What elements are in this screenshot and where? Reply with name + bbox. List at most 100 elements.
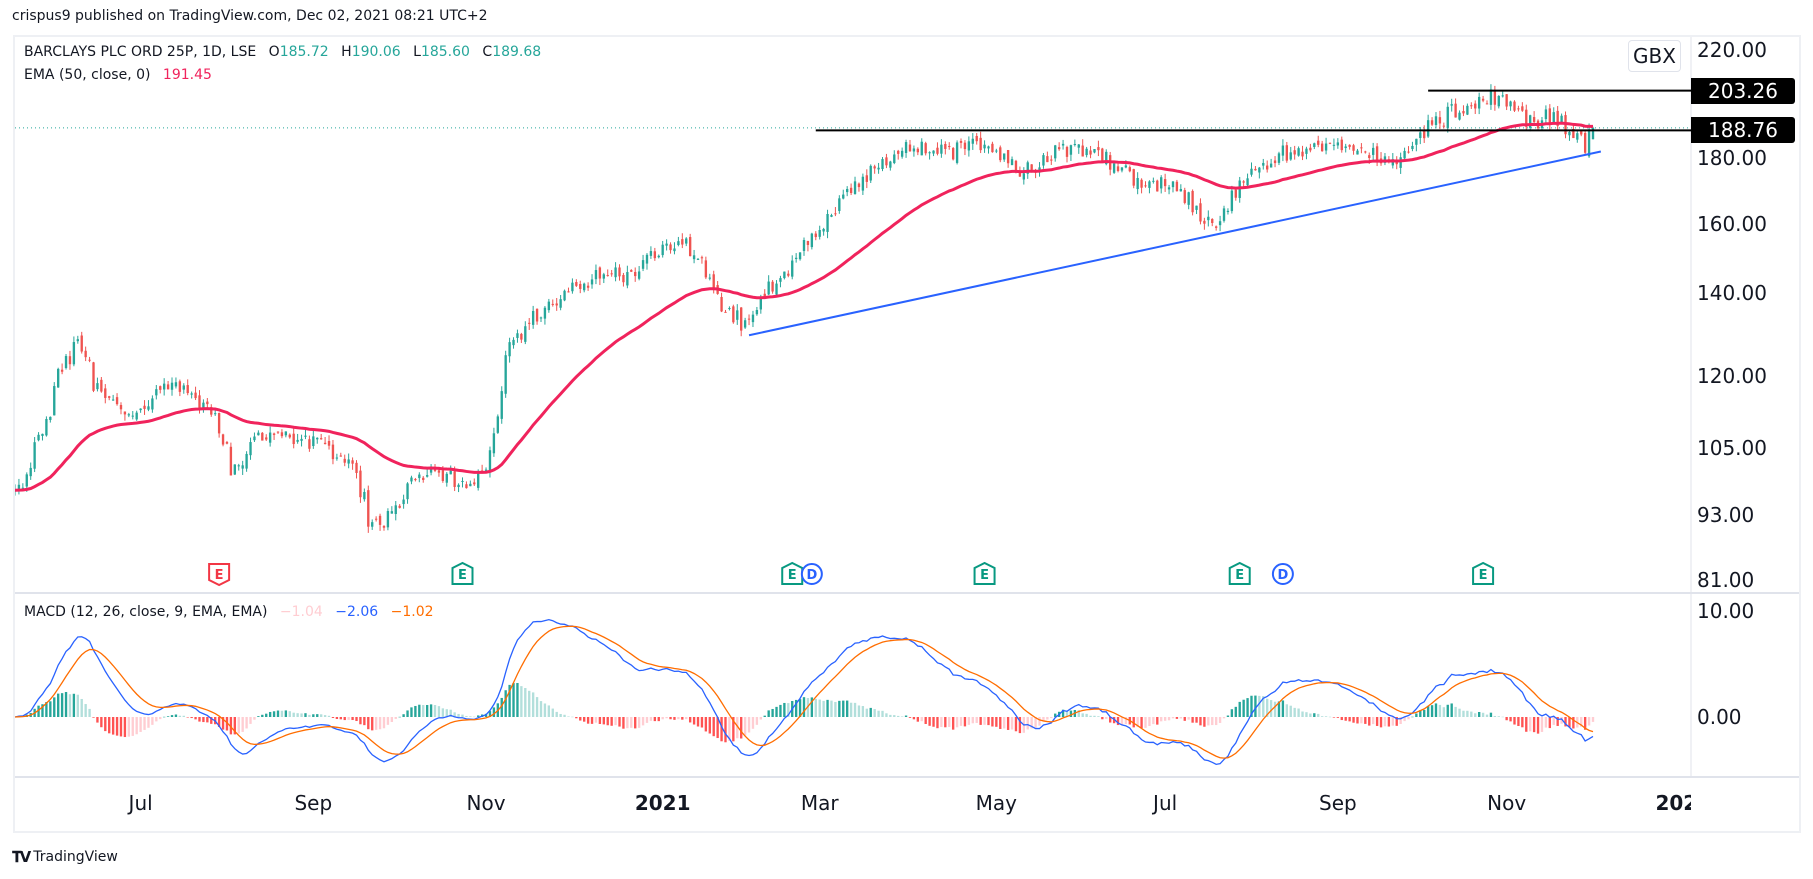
macd-histogram-bar xyxy=(1183,717,1186,721)
candle-body xyxy=(308,439,311,449)
candle-body xyxy=(893,154,896,164)
candle-body xyxy=(414,479,417,481)
macd-histogram-bar xyxy=(802,697,806,717)
earnings-marker[interactable]: E xyxy=(1472,561,1495,585)
time-axis[interactable]: Jul Sep Nov 2021 Mar May Jul Sep Nov 2022 xyxy=(13,777,1691,833)
candle-body xyxy=(869,165,872,181)
footer-brand[interactable]: 𝐓V TradingView xyxy=(12,848,118,866)
candle-body xyxy=(1112,163,1116,173)
macd-histogram-bar xyxy=(1548,717,1551,729)
candle xyxy=(775,280,778,297)
ema-legend[interactable]: EMA (50, close, 0) 191.45 xyxy=(24,67,220,83)
macd-histogram-bar xyxy=(225,717,229,731)
candle xyxy=(339,452,342,457)
time-tick: Jul xyxy=(128,791,153,815)
macd-histogram-bar xyxy=(963,717,967,727)
macd-histogram-bar xyxy=(500,697,503,717)
candle-body xyxy=(1191,190,1194,213)
candle-body xyxy=(1434,116,1438,126)
candle-body xyxy=(857,183,861,188)
candle-body xyxy=(1340,139,1343,151)
ohlc-close: C189.68 xyxy=(482,44,541,60)
candle xyxy=(1348,144,1351,150)
candle-body xyxy=(779,278,782,282)
macd-histogram-bar xyxy=(378,717,382,730)
macd-histogram-bar xyxy=(1246,698,1249,717)
candle xyxy=(257,430,260,436)
candle xyxy=(665,239,668,251)
candle-body xyxy=(374,518,378,520)
macd-histogram-bar xyxy=(202,717,205,723)
macd-histogram-bar xyxy=(1054,713,1057,717)
candle xyxy=(1089,145,1092,159)
candle-body xyxy=(1372,147,1375,155)
macd-histogram-bar xyxy=(253,717,256,720)
currency-badge[interactable]: GBX xyxy=(1628,40,1681,72)
macd-pane[interactable] xyxy=(14,618,1595,766)
symbol-legend[interactable]: BARCLAYS PLC ORD 25P, 1D, LSE O185.72 H1… xyxy=(24,44,549,60)
macd-histogram-bar xyxy=(1207,717,1210,726)
candle-body xyxy=(987,146,990,149)
candle xyxy=(41,433,44,441)
macd-histogram-bar xyxy=(233,717,236,735)
earnings-marker[interactable]: E xyxy=(451,561,474,585)
macd-histogram-bar xyxy=(1085,713,1088,717)
candle xyxy=(1183,187,1186,205)
earnings-marker[interactable]: E xyxy=(781,561,804,585)
macd-histogram-bar xyxy=(751,717,755,729)
earnings-marker[interactable]: E xyxy=(973,561,996,585)
dividend-marker[interactable]: D xyxy=(1271,563,1294,585)
candle xyxy=(1532,111,1536,124)
macd-histogram-bar xyxy=(1156,717,1159,725)
candle-body xyxy=(1580,130,1583,135)
macd-histogram-bar xyxy=(1481,712,1485,717)
candle xyxy=(1163,173,1167,192)
dividend-marker[interactable]: D xyxy=(800,563,823,585)
macd-histogram-bar xyxy=(1536,717,1540,734)
price-pane[interactable] xyxy=(14,84,1691,533)
candle xyxy=(45,416,48,437)
candle xyxy=(1372,142,1375,161)
macd-legend[interactable]: MACD (12, 26, close, 9, EMA, EMA) −1.04 … xyxy=(24,604,442,620)
macd-histogram-bar xyxy=(1583,717,1587,730)
macd-histogram-bar xyxy=(422,705,425,717)
candle xyxy=(1246,173,1249,188)
candle-body xyxy=(402,499,405,505)
low-label: L xyxy=(413,44,421,60)
macd-histogram-bar xyxy=(410,707,413,717)
candle xyxy=(1258,166,1261,179)
candle xyxy=(37,432,40,442)
candle xyxy=(445,472,448,487)
macd-histogram-bar xyxy=(1289,705,1292,717)
macd-histogram-bar xyxy=(736,717,739,739)
candle xyxy=(1328,142,1332,145)
time-tick: Mar xyxy=(800,791,839,815)
macd-histogram-bar xyxy=(1529,717,1532,732)
candle xyxy=(987,145,990,154)
candle-body xyxy=(347,459,350,464)
earnings-marker[interactable]: E xyxy=(1228,561,1251,585)
candle xyxy=(610,269,613,277)
ohlc-open: O185.72 xyxy=(269,44,329,60)
symbol-name: BARCLAYS PLC ORD 25P, 1D, LSE xyxy=(24,44,257,60)
candle-body xyxy=(1560,115,1563,123)
candle xyxy=(916,147,920,156)
candle-body xyxy=(1132,169,1135,186)
macd-histogram-bar xyxy=(1034,717,1037,728)
candle xyxy=(378,513,382,531)
macd-histogram-bar xyxy=(292,712,295,717)
macd-histogram-bar xyxy=(665,717,668,719)
candle-body xyxy=(708,277,711,279)
candle-body xyxy=(304,435,307,437)
candle xyxy=(174,377,178,389)
candle-body xyxy=(496,416,499,433)
macd-histogram-bar xyxy=(630,717,633,728)
earnings-marker[interactable]: E xyxy=(208,563,231,587)
candle xyxy=(1501,91,1504,98)
candle-body xyxy=(1466,105,1469,115)
macd-histogram-bar xyxy=(728,717,731,741)
macd-histogram-bar xyxy=(1218,717,1222,723)
candle-body xyxy=(398,505,401,508)
